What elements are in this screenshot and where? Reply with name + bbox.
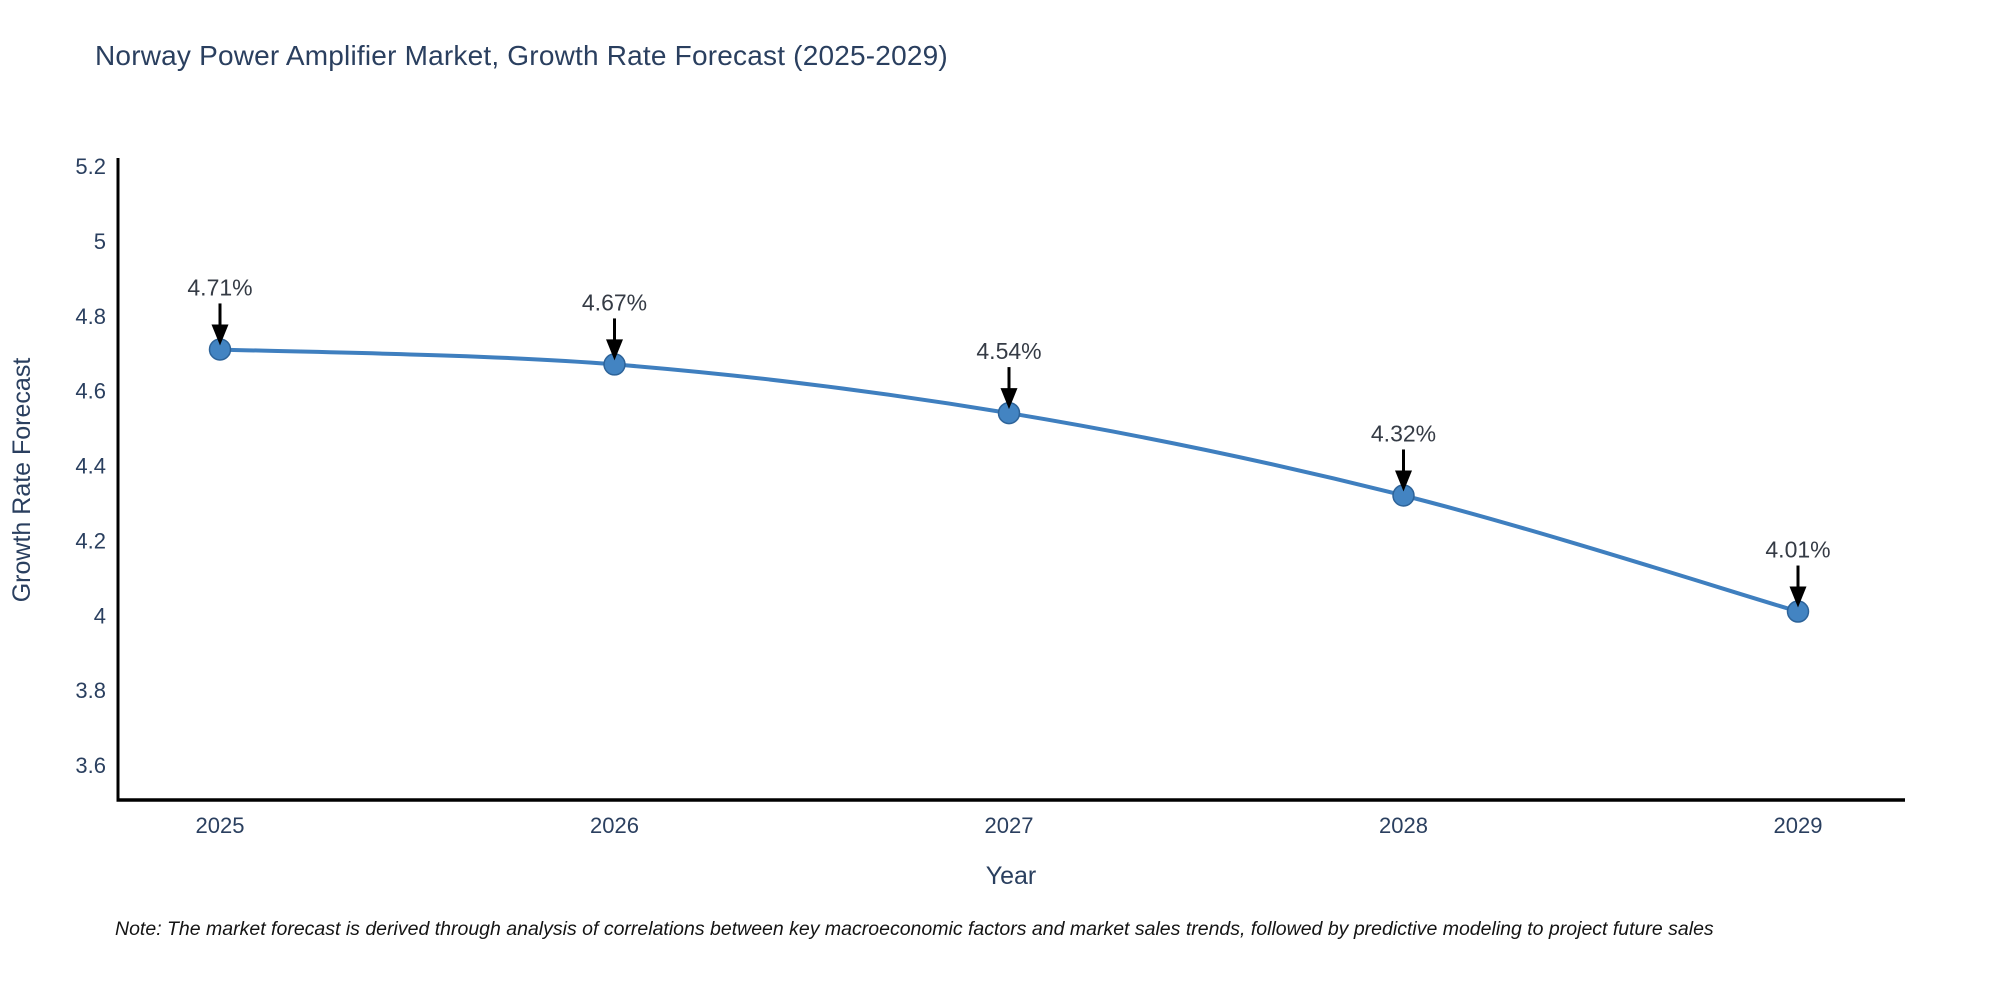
y-tick-label: 5.2 xyxy=(75,154,106,179)
annotation-label: 4.01% xyxy=(1765,537,1830,563)
annotation-label: 4.67% xyxy=(582,289,647,315)
y-tick-label: 3.8 xyxy=(75,678,106,703)
y-tick-label: 4.2 xyxy=(75,528,106,553)
x-tick-label: 2029 xyxy=(1774,813,1823,838)
x-tick-label: 2027 xyxy=(985,813,1034,838)
annotation-arrowhead xyxy=(1000,388,1018,410)
y-tick-label: 4.6 xyxy=(75,379,106,404)
y-tick-label: 4.8 xyxy=(75,304,106,329)
y-tick-label: 5 xyxy=(94,229,106,254)
annotation-arrowhead xyxy=(1789,586,1807,608)
annotation-label: 4.32% xyxy=(1371,420,1436,446)
x-tick-label: 2025 xyxy=(196,813,245,838)
annotation-arrowhead xyxy=(211,324,229,346)
footnote: Note: The market forecast is derived thr… xyxy=(115,918,1714,940)
y-tick-label: 4 xyxy=(94,603,106,628)
annotation-arrowhead xyxy=(1395,470,1412,492)
x-tick-label: 2026 xyxy=(590,813,639,838)
chart-title: Norway Power Amplifier Market, Growth Ra… xyxy=(95,40,948,71)
y-tick-label: 4.4 xyxy=(75,454,106,479)
x-tick-label: 2028 xyxy=(1379,813,1428,838)
y-tick-label: 3.6 xyxy=(75,753,106,778)
annotation-label: 4.54% xyxy=(976,338,1041,364)
y-axis-title: Growth Rate Forecast xyxy=(8,358,36,603)
annotation-label: 4.71% xyxy=(187,274,252,300)
annotation-arrowhead xyxy=(606,339,623,361)
x-axis-title: Year xyxy=(986,862,1037,890)
